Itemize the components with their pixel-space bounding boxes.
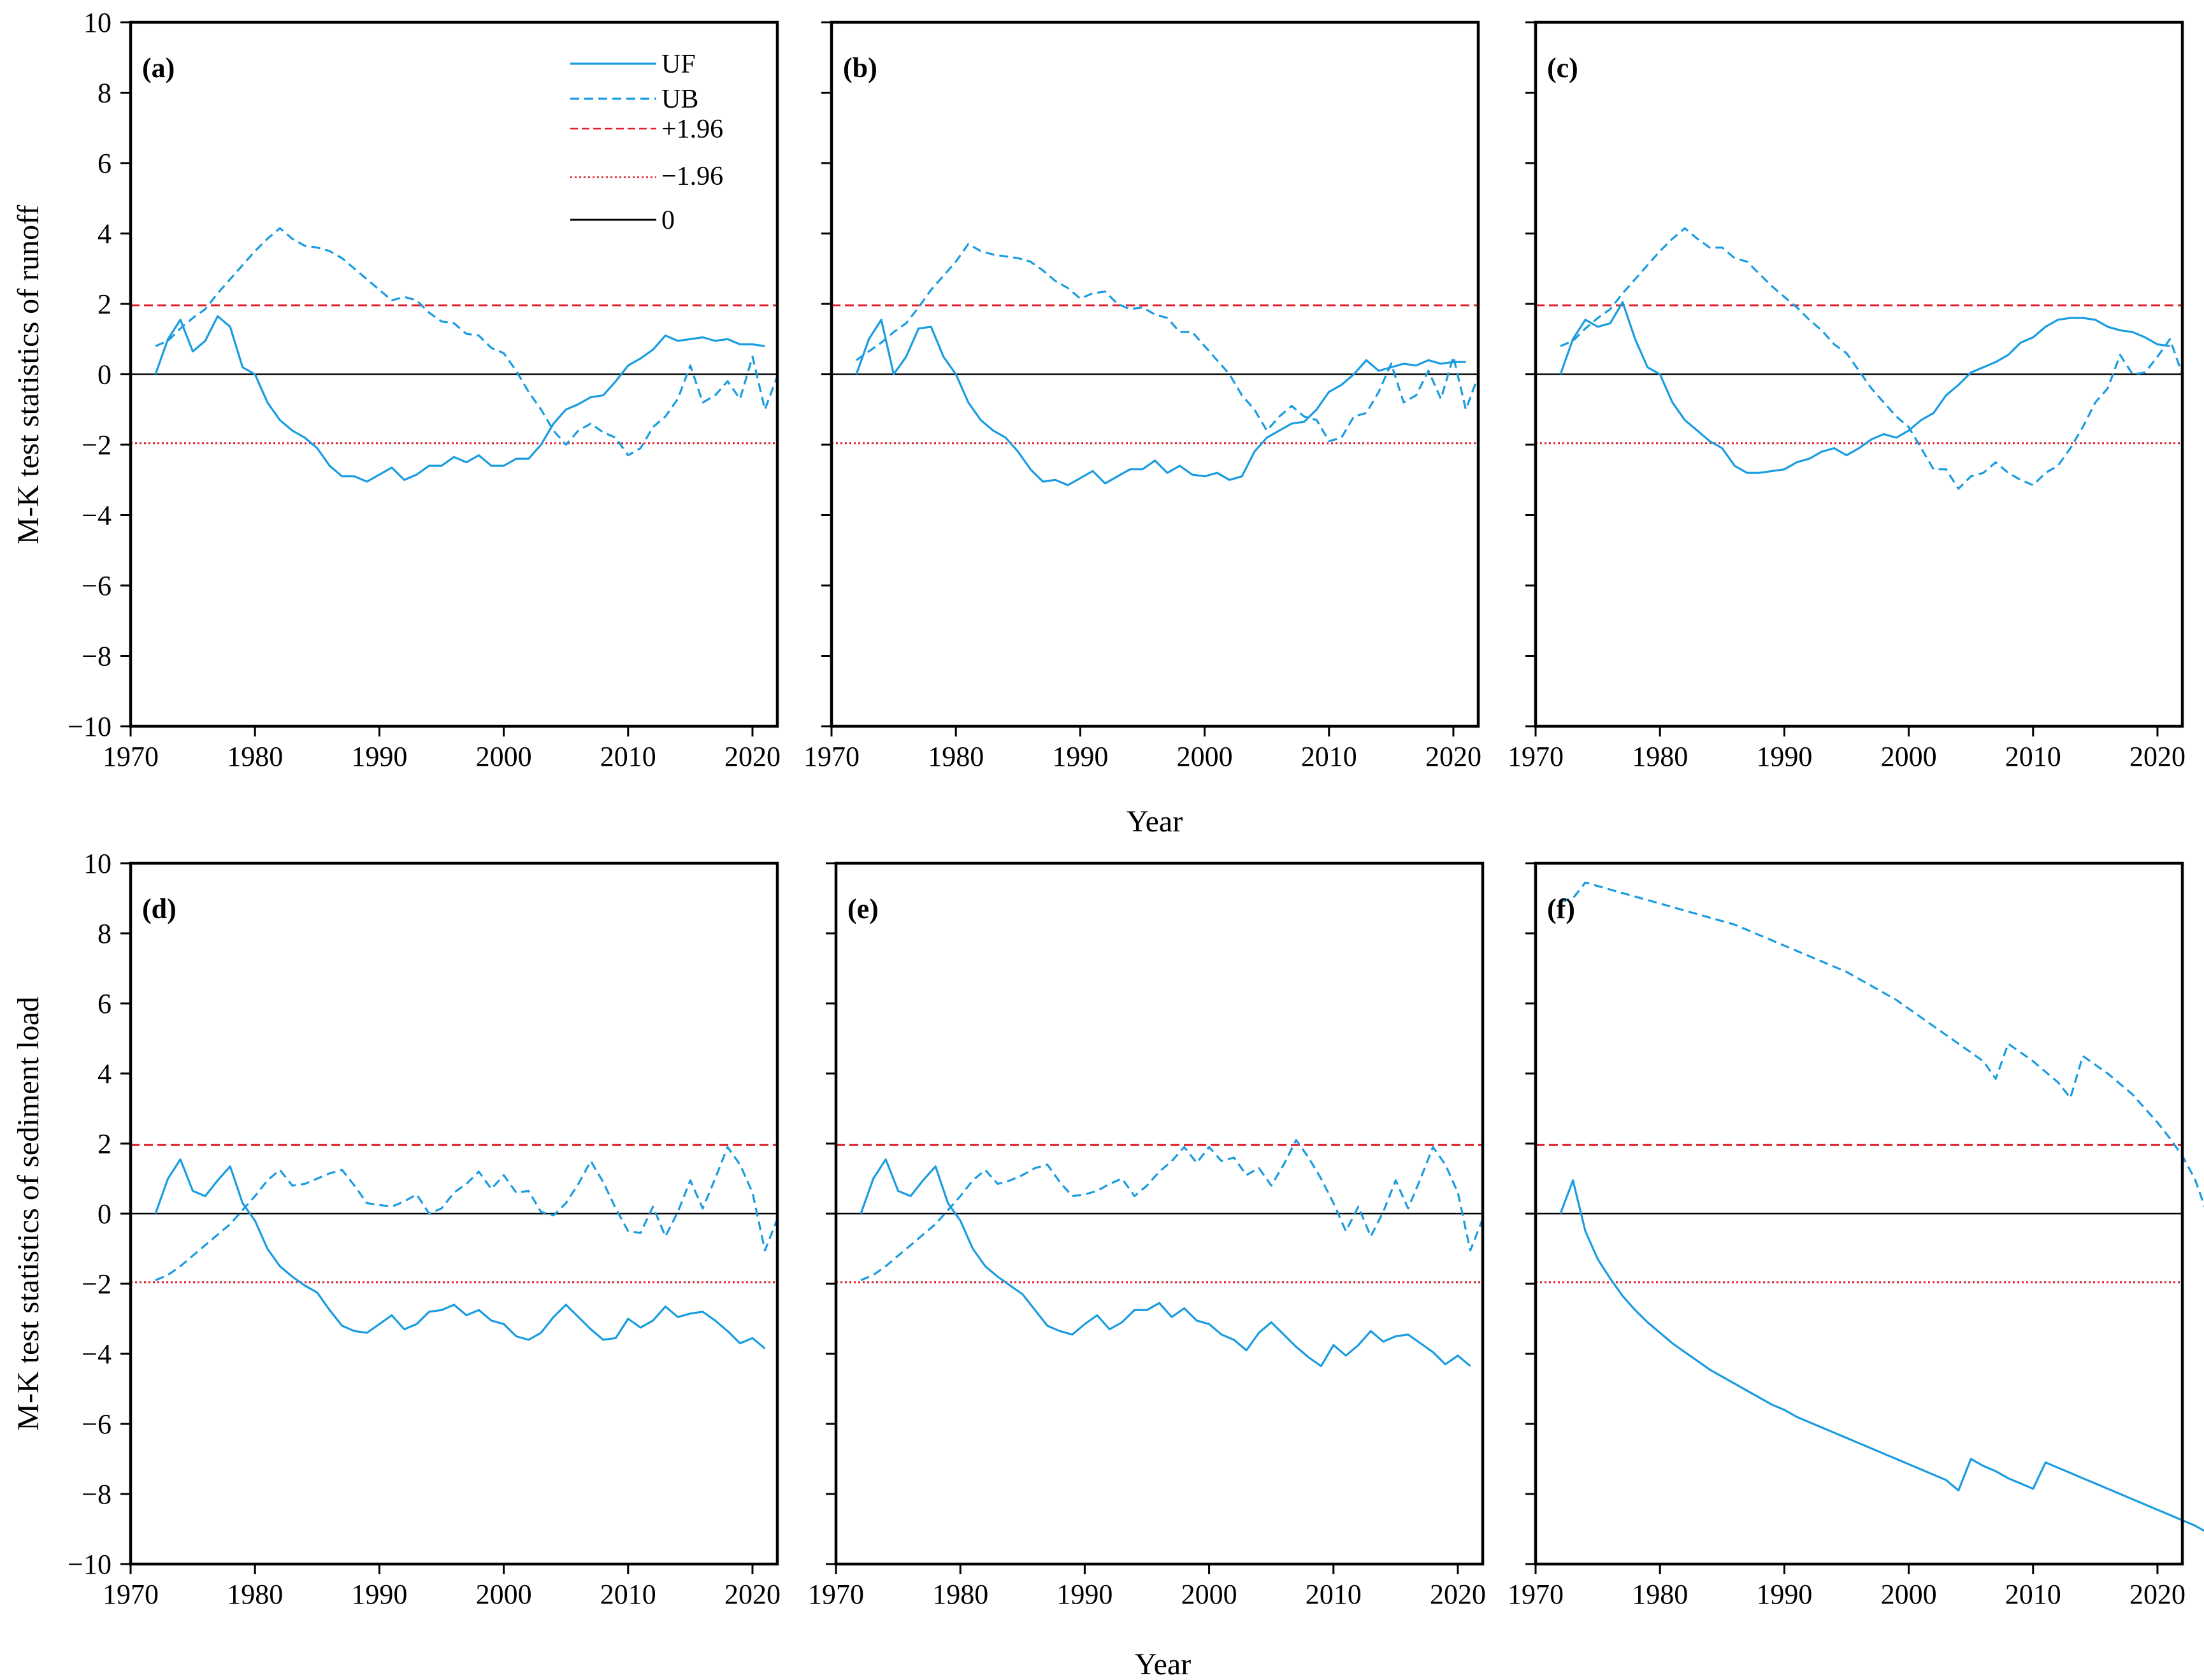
y-tick-label: −4 [82, 500, 112, 531]
series-ub-line [1560, 881, 2204, 1208]
x-tick-label: 2000 [1881, 741, 1937, 772]
y-axis-title-runoff: M-K test statistics of runoff [11, 205, 45, 544]
x-tick-label: 2010 [1301, 741, 1357, 772]
x-tick-label: 1970 [1508, 741, 1564, 772]
series-uf-line [1559, 1179, 2204, 1532]
x-tick-label: 1980 [227, 1579, 283, 1610]
x-tick-label: 1980 [932, 1579, 988, 1610]
x-tick-label: 2010 [2005, 1579, 2061, 1610]
y-tick-label: −6 [82, 1409, 112, 1440]
panel-f: 1970 1980 1990 2000 2010 2020 (f) [1508, 861, 2204, 1610]
y-tick-label: −8 [82, 1479, 112, 1510]
x-tick-label: 2000 [476, 741, 532, 772]
panel-e: 1970 1980 1990 2000 2010 2020 (e) [808, 861, 1486, 1610]
panel-a: 1970 1980 1990 2000 2010 2020 −10 −8 −6 −4 −2 0 2 4 6 8… [68, 7, 781, 772]
y-tick-label: 8 [97, 78, 112, 109]
y-tick-label: −4 [82, 1339, 112, 1370]
x-tick-label: 2010 [1306, 1579, 1362, 1610]
series-uf-line [1559, 301, 2170, 474]
series-ub-line [856, 243, 1480, 443]
panel-label: (a) [142, 52, 175, 83]
series-ub-line [155, 227, 779, 457]
x-tick-label: 2000 [1177, 741, 1233, 772]
y-axis-title-sediment: M-K test statistics of sediment load [11, 996, 45, 1430]
x-tick-label: 1980 [227, 741, 283, 772]
x-tick-label: 2000 [476, 1579, 532, 1610]
y-tick-label: −10 [68, 711, 112, 742]
x-tick-label: 2020 [724, 741, 781, 772]
panel-label: (d) [142, 893, 176, 924]
panel-label: (c) [1547, 52, 1578, 83]
x-tick-label: 1990 [351, 1579, 407, 1610]
y-tick-label: −8 [82, 641, 112, 672]
legend-neg-label: −1.96 [661, 162, 723, 191]
y-tick-label: −10 [68, 1549, 112, 1580]
legend-pos-label: +1.96 [661, 115, 723, 144]
legend-ub-label: UB [661, 85, 698, 114]
x-tick-label: 2020 [2129, 1579, 2186, 1610]
x-tick-label: 1970 [808, 1579, 864, 1610]
y-tick-label: 6 [97, 148, 112, 179]
x-tick-label: 1980 [1632, 741, 1688, 772]
x-tick-label: 2020 [724, 1579, 781, 1610]
y-tick-label: 0 [97, 359, 112, 391]
x-axis-title-top: Year [1127, 805, 1183, 838]
legend-zero-label: 0 [661, 206, 675, 235]
y-tick-label: 10 [83, 7, 112, 38]
series-ub-line [1560, 227, 2184, 490]
x-tick-label: 2010 [600, 741, 656, 772]
x-tick-label: 1990 [1756, 741, 1812, 772]
series-uf-line [154, 1158, 766, 1350]
panel-label: (b) [843, 52, 877, 83]
x-tick-label: 2020 [1430, 1579, 1486, 1610]
y-tick-label: −2 [82, 429, 112, 461]
x-axis-title-bottom: Year [1135, 1648, 1191, 1680]
x-tick-label: 2020 [2129, 741, 2186, 772]
y-tick-label: 2 [97, 289, 112, 320]
series-ub-line [155, 1145, 779, 1281]
x-tick-label: 2010 [2005, 741, 2061, 772]
y-tick-label: 10 [83, 848, 112, 879]
y-tick-label: −2 [82, 1268, 112, 1300]
x-tick-label: 1970 [103, 1579, 159, 1610]
legend: UF UB+1.96 −1.96 0 [570, 50, 723, 235]
x-tick-label: 1970 [103, 741, 159, 772]
x-tick-label: 1990 [1056, 1579, 1113, 1610]
series-uf-line [855, 319, 1466, 487]
x-tick-label: 1990 [1052, 741, 1108, 772]
x-tick-label: 2000 [1181, 1579, 1237, 1610]
x-tick-label: 1980 [928, 741, 984, 772]
x-tick-label: 1970 [803, 741, 860, 772]
series-uf-line [860, 1158, 1471, 1367]
panel-b: 1970 1980 1990 2000 2010 2020 (b) [803, 20, 1481, 772]
y-tick-label: 4 [97, 1058, 112, 1089]
x-tick-label: 2010 [600, 1579, 656, 1610]
x-tick-label: 1970 [1508, 1579, 1564, 1610]
series-uf-line [154, 315, 765, 483]
panel-c: 1970 1980 1990 2000 2010 2020 (c) [1508, 20, 2186, 772]
series-ub-line [860, 1138, 1484, 1281]
y-tick-label: 8 [97, 918, 112, 949]
y-tick-label: 0 [97, 1198, 112, 1230]
x-tick-label: 2020 [1425, 741, 1481, 772]
y-tick-label: 6 [97, 988, 112, 1019]
x-tick-label: 1980 [1632, 1579, 1688, 1610]
x-tick-label: 2000 [1881, 1579, 1937, 1610]
x-tick-label: 1990 [351, 741, 407, 772]
y-tick-label: 4 [97, 219, 112, 250]
x-tick-label: 1990 [1756, 1579, 1812, 1610]
legend-uf-label: UF [661, 50, 696, 79]
y-tick-label: −6 [82, 570, 112, 601]
panel-d: 1970 1980 1990 2000 2010 2020 −10 −8 −6 −4 −2 0 2 4 6 8… [68, 848, 781, 1610]
panel-label: (e) [847, 893, 879, 924]
panel-label: (f) [1547, 893, 1575, 924]
y-tick-label: 2 [97, 1128, 112, 1159]
